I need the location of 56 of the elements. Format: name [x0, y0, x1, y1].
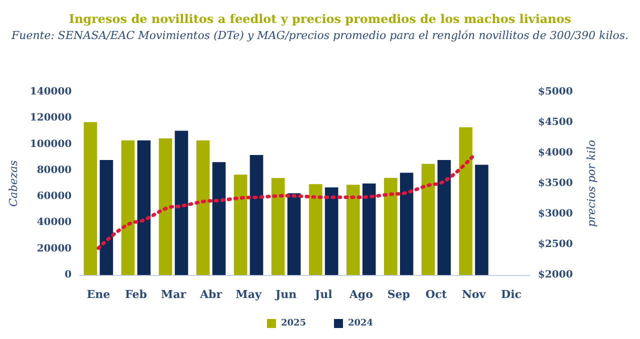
- x-tick-label: Jun: [274, 288, 297, 301]
- x-tick-label: Abr: [198, 288, 222, 301]
- y-tick-label: 80000: [36, 164, 72, 176]
- y-tick-label: 40000: [36, 217, 72, 228]
- y2-tick-label: $2500: [538, 239, 573, 250]
- bar: [84, 122, 98, 275]
- y2-tick-label: $2000: [538, 270, 573, 280]
- bar: [400, 172, 414, 275]
- bar: [324, 187, 338, 275]
- y2-tick-label: $3500: [538, 178, 573, 189]
- y-tick-label: 0: [64, 270, 72, 280]
- bar: [121, 140, 135, 275]
- x-tick-label: Mar: [160, 288, 186, 301]
- bar: [384, 178, 398, 275]
- bar: [158, 138, 172, 275]
- bar: [459, 127, 472, 275]
- y2-tick-label: $4500: [538, 117, 573, 128]
- bar: [287, 193, 301, 275]
- bar: [362, 184, 376, 275]
- bar: [250, 155, 264, 275]
- y-tick-label: 100000: [30, 138, 72, 150]
- x-tick-label: Ene: [86, 288, 110, 301]
- legend-label: 2024: [348, 318, 374, 328]
- x-tick-label: Nov: [462, 288, 486, 301]
- bar: [174, 130, 188, 275]
- bar: [271, 178, 285, 275]
- bar: [100, 160, 114, 275]
- legend-label: 2025: [280, 318, 306, 328]
- bar: [475, 164, 488, 275]
- y2-tick-label: $3000: [538, 208, 573, 220]
- bar: [137, 140, 151, 275]
- x-tick-label: Sep: [387, 288, 410, 301]
- y2-axis-title: precios por kilo: [585, 140, 598, 227]
- y2-tick-label: $5000: [538, 86, 573, 98]
- bar: [422, 164, 435, 275]
- x-tick-label: May: [236, 288, 262, 301]
- x-tick-label: Oct: [425, 288, 448, 301]
- x-tick-label: Feb: [124, 288, 148, 301]
- y2-tick-label: $4000: [538, 148, 573, 158]
- chart-title: Ingresos de novillitos a feedlot y precios promedios de los machos livianos: [68, 12, 572, 26]
- y-tick-label: 120000: [30, 112, 72, 124]
- y-tick-label: 60000: [36, 191, 72, 202]
- bar: [438, 160, 451, 275]
- y-tick-label: 20000: [36, 243, 72, 254]
- y-axis-title: Cabezas: [7, 160, 20, 207]
- y-tick-label: 140000: [30, 86, 72, 98]
- line-series: [96, 154, 476, 250]
- x-tick-label: Ago: [348, 288, 373, 301]
- bar: [212, 162, 226, 275]
- bar: [346, 184, 360, 275]
- bar: [234, 174, 248, 275]
- x-tick-label: Jul: [314, 288, 332, 301]
- x-tick-label: Dic: [501, 288, 522, 301]
- bar: [196, 140, 210, 275]
- bar: [308, 184, 322, 275]
- chart-subtitle: Fuente: SENASA/EAC Movimientos (DTe) y MAG/precios promedio para el renglón novillitos de 300/390 kilos.: [10, 29, 629, 42]
